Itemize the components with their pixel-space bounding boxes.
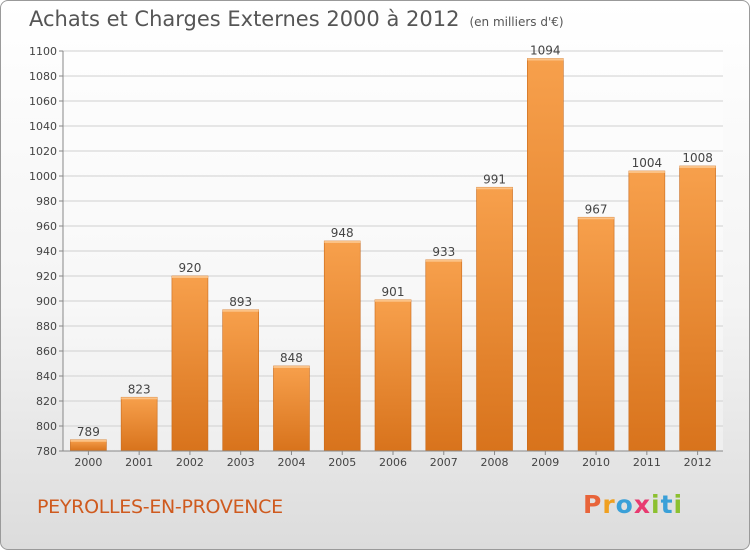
y-tick-label: 900 xyxy=(36,295,57,308)
value-label: 920 xyxy=(178,261,201,275)
x-tick-label: 2000 xyxy=(74,456,102,469)
value-label: 933 xyxy=(432,245,455,259)
y-tick-label: 1000 xyxy=(29,170,57,183)
x-tick-label: 2005 xyxy=(328,456,356,469)
bar xyxy=(425,259,463,452)
proxiti-logo: Proxiti xyxy=(583,490,683,519)
bar-top xyxy=(375,299,411,302)
y-tick-label: 1100 xyxy=(29,45,57,58)
bar-top xyxy=(324,241,361,243)
x-tick-label: 2003 xyxy=(227,456,255,469)
x-tick-label: 2001 xyxy=(125,456,153,469)
bar xyxy=(679,165,716,452)
logo-letter: r xyxy=(602,490,616,519)
y-tick-label: 1040 xyxy=(29,120,57,133)
value-label: 991 xyxy=(483,172,506,186)
bar-top xyxy=(273,366,310,368)
title-text: Achats et Charges Externes 2000 à 2012 xyxy=(29,7,460,31)
value-label: 823 xyxy=(128,382,151,396)
bar xyxy=(527,58,564,452)
logo-letter: t xyxy=(660,490,674,519)
x-tick-label: 2007 xyxy=(430,456,458,469)
x-tick-label: 2010 xyxy=(582,456,610,469)
y-tick-label: 1060 xyxy=(29,95,57,108)
bar xyxy=(120,396,158,452)
bar xyxy=(628,170,666,452)
x-tick-label: 2009 xyxy=(531,456,559,469)
value-label: 1008 xyxy=(682,151,713,165)
bar xyxy=(323,240,361,452)
bar-top xyxy=(527,58,564,61)
bar xyxy=(222,309,259,452)
x-tick-label: 2011 xyxy=(633,456,661,469)
bar xyxy=(171,275,209,452)
value-label: 901 xyxy=(382,285,405,299)
title-unit: (en milliers d'€) xyxy=(469,15,564,29)
bar-top xyxy=(578,217,615,220)
logo-letter: P xyxy=(583,490,603,519)
x-tick-label: 2006 xyxy=(379,456,407,469)
axes: 780 800 820 840 860 880 900 920 940 960 980 1000 102… xyxy=(29,45,723,469)
bar xyxy=(273,365,310,452)
y-tick-label: 800 xyxy=(36,420,57,433)
logo-letter: i xyxy=(651,490,661,519)
y-tick-label: 820 xyxy=(36,395,57,408)
bar-top xyxy=(476,187,513,190)
bars: 789 823 920 893 848 948 901 933 991 1094 967 1004 10… xyxy=(70,44,716,452)
value-label: 893 xyxy=(229,295,252,309)
value-label: 948 xyxy=(331,226,354,240)
value-label: 967 xyxy=(585,202,608,216)
x-tick-label: 2012 xyxy=(684,456,712,469)
y-tick-label: 860 xyxy=(36,345,57,358)
bar-top xyxy=(425,259,462,262)
y-tick-label: 1080 xyxy=(29,70,57,83)
logo-letter: i xyxy=(673,490,684,519)
y-tick-label: 960 xyxy=(36,220,57,233)
y-tick-label: 1020 xyxy=(29,145,57,158)
value-label: 1094 xyxy=(530,44,561,58)
commune-name: PEYROLLES-EN-PROVENCE xyxy=(37,496,283,518)
bar-top xyxy=(70,439,107,442)
y-tick-label: 980 xyxy=(36,195,57,208)
bar xyxy=(577,216,615,452)
y-tick-label: 780 xyxy=(36,445,57,458)
bar-top xyxy=(679,166,716,168)
y-tick-label: 920 xyxy=(36,270,57,283)
bar-top xyxy=(171,276,208,278)
bar xyxy=(374,299,412,452)
y-tick-label: 880 xyxy=(36,320,57,333)
value-label: 789 xyxy=(77,425,100,439)
logo-letter: o xyxy=(615,490,634,519)
logo-letter: x xyxy=(633,490,651,519)
x-tick-label: 2002 xyxy=(176,456,204,469)
y-tick-label: 940 xyxy=(36,245,57,258)
x-tick-label: 2004 xyxy=(277,456,305,469)
value-label: 1004 xyxy=(632,156,663,170)
x-tick-label: 2008 xyxy=(481,456,509,469)
bar-top xyxy=(222,309,259,312)
value-label: 848 xyxy=(280,351,303,365)
bar-top xyxy=(628,171,665,173)
y-tick-label: 840 xyxy=(36,370,57,383)
bar xyxy=(476,186,513,452)
bar-top xyxy=(121,397,158,400)
chart-title: Achats et Charges Externes 2000 à 2012 (e… xyxy=(29,7,564,31)
